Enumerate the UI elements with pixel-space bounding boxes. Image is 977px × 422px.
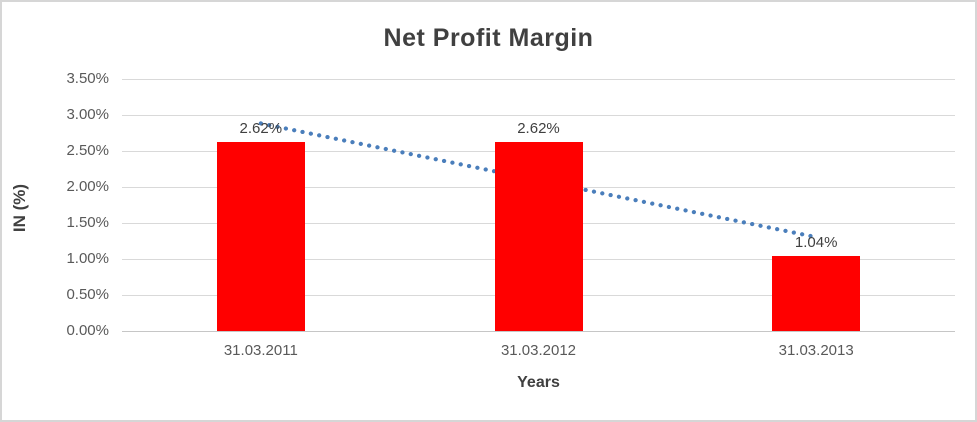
y-tick-label: 0.50% [66, 286, 109, 303]
plot-area: 2.62% 2.62% 1.04% [122, 79, 955, 332]
x-tick-label: 31.03.2011 [223, 342, 298, 359]
y-tick-label: 2.00% [66, 178, 109, 195]
chart-title: Net Profit Margin [383, 24, 594, 52]
x-tick-label: 31.03.2012 [500, 342, 577, 359]
trendline-path [258, 121, 819, 240]
y-tick-label: 3.00% [66, 106, 109, 123]
bar-31.03.2012 [494, 142, 583, 331]
data-label: 1.04% [794, 234, 838, 252]
x-axis-line [122, 331, 955, 332]
trendline [258, 121, 819, 240]
x-axis-title: Years [517, 374, 560, 391]
data-label: 2.62% [239, 120, 283, 138]
data-label: 2.62% [517, 120, 560, 138]
y-tick-label: 1.00% [66, 250, 109, 267]
bar-31.03.2013 [772, 256, 861, 331]
y-tick-label: 1.50% [66, 214, 109, 231]
bar-31.03.2011 [216, 142, 305, 331]
y-tick-label: 0.00% [66, 322, 109, 339]
y-tick-label: 2.50% [66, 142, 109, 159]
x-tick-label: 31.03.2013 [778, 342, 854, 359]
gridline [122, 79, 955, 80]
y-tick-label: 3.50% [66, 70, 109, 87]
gridline [122, 115, 955, 116]
